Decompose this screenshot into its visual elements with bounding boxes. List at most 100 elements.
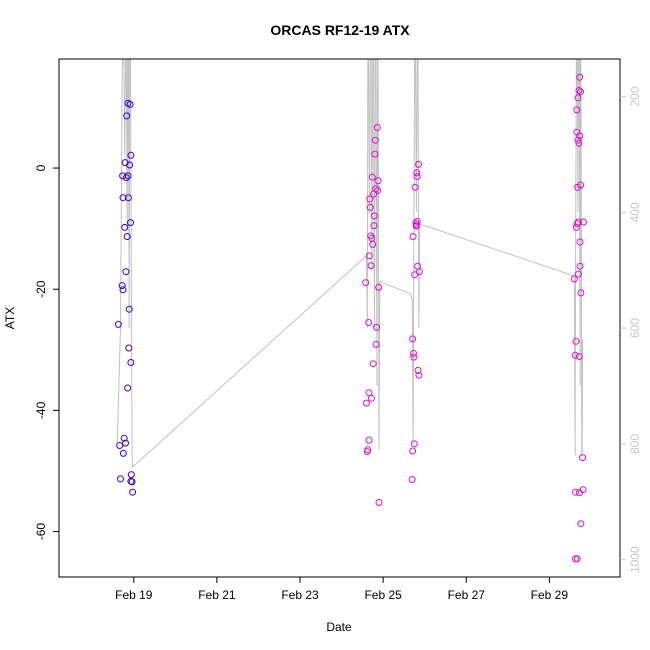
data-point — [576, 238, 584, 246]
data-point — [122, 174, 130, 182]
data-point — [118, 282, 126, 290]
data-point — [127, 219, 134, 227]
data-point — [123, 112, 131, 120]
data-point — [573, 220, 581, 228]
data-point — [415, 268, 423, 276]
right-y-tick-label: 200 — [628, 86, 642, 106]
data-point — [125, 344, 133, 352]
data-point — [370, 222, 378, 230]
data-point — [409, 335, 417, 343]
data-point — [367, 262, 375, 270]
data-point — [119, 172, 127, 180]
data-point — [368, 394, 375, 402]
data-point — [409, 233, 417, 240]
data-point — [575, 139, 583, 147]
data-point — [576, 262, 584, 270]
data-point — [577, 181, 584, 189]
data-point — [123, 233, 131, 240]
data-point — [119, 286, 127, 294]
data-point — [413, 173, 421, 180]
x-tick-label: Feb 19 — [115, 588, 153, 602]
right-y-tick-label: 800 — [628, 434, 642, 454]
data-point — [127, 359, 135, 366]
data-point — [122, 268, 130, 276]
data-point — [409, 447, 417, 455]
x-tick-label: Feb 23 — [281, 588, 319, 602]
data-point — [373, 323, 380, 331]
x-tick-label: Feb 25 — [364, 588, 402, 602]
data-point — [364, 446, 372, 454]
data-point — [410, 440, 418, 448]
data-point — [369, 360, 377, 368]
data-point — [365, 252, 373, 260]
data-point — [116, 442, 124, 449]
data-point — [412, 222, 420, 230]
y-axis-right: 200 400 600 800 1000 — [620, 86, 642, 573]
data-point — [125, 305, 133, 313]
data-point — [577, 520, 585, 528]
data-point — [411, 183, 419, 191]
data-point — [119, 194, 127, 202]
data-point — [413, 217, 421, 225]
data-point — [124, 194, 132, 202]
data-point — [410, 349, 417, 357]
data-point — [366, 203, 374, 211]
data-point — [124, 172, 132, 180]
data-point — [375, 499, 383, 506]
plot-frame — [58, 58, 621, 578]
y-axis-label: ATX — [3, 307, 17, 329]
data-point — [128, 478, 136, 486]
data-point — [117, 475, 124, 483]
right-y-tick-label: 1000 — [628, 546, 642, 573]
data-point — [577, 289, 585, 297]
data-point — [114, 320, 122, 328]
data-point — [362, 279, 370, 287]
y-tick-label: -20 — [34, 280, 48, 298]
data-point — [408, 476, 416, 483]
data-point — [571, 351, 579, 359]
data-point — [577, 88, 584, 96]
data-point — [573, 555, 581, 563]
right-y-tick-label: 600 — [628, 318, 642, 338]
x-axis: Feb 19 Feb 21 Feb 23 Feb 25 Feb 27 Feb 29 — [115, 577, 568, 602]
x-tick-label: Feb 29 — [531, 588, 569, 602]
data-point — [575, 87, 583, 94]
data-point — [126, 100, 134, 108]
data-point — [124, 384, 132, 392]
data-point — [372, 340, 380, 348]
data-point — [371, 136, 379, 144]
x-tick-label: Feb 21 — [198, 588, 236, 602]
points-layer — [114, 73, 587, 563]
data-point — [579, 486, 587, 494]
data-point — [572, 337, 580, 345]
data-point — [365, 436, 373, 444]
data-point — [126, 161, 134, 169]
y-axis: 0 -20 -40 -60 — [34, 164, 59, 540]
data-point — [570, 275, 578, 283]
data-point — [413, 169, 421, 177]
data-point — [370, 212, 378, 220]
data-point — [575, 353, 583, 360]
right-y-tick-label: 400 — [628, 202, 642, 222]
y-tick-label: -40 — [34, 401, 48, 419]
data-point — [127, 471, 135, 479]
y-tick-label: 0 — [34, 164, 48, 171]
data-point — [374, 187, 382, 194]
data-point — [119, 449, 127, 457]
data-point — [579, 218, 587, 226]
data-point — [366, 195, 374, 203]
data-point — [368, 173, 376, 181]
data-point — [415, 160, 422, 168]
data-point — [576, 132, 584, 140]
data-point — [121, 223, 129, 231]
data-point — [410, 353, 418, 361]
data-point — [365, 319, 373, 326]
data-point — [574, 136, 582, 144]
data-point — [127, 151, 135, 159]
data-point — [120, 434, 128, 442]
data-point — [574, 218, 582, 226]
y-tick-label: -60 — [34, 523, 48, 541]
data-point — [579, 454, 587, 462]
